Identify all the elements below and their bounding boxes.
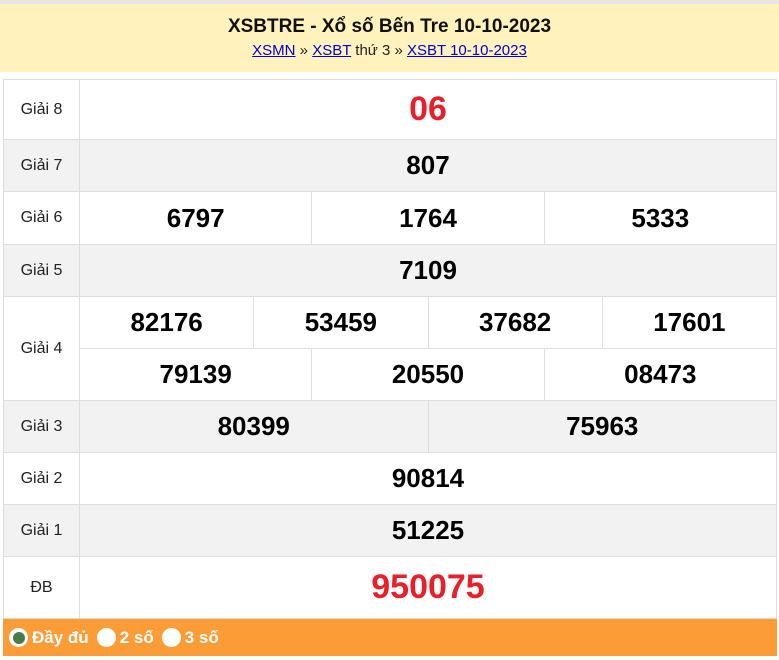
filter-option-label: Đầy đủ bbox=[32, 627, 89, 647]
breadcrumb-sep: » bbox=[295, 42, 313, 59]
prize-number: 5333 bbox=[543, 192, 776, 244]
radio-icon[interactable] bbox=[9, 628, 28, 647]
header: XSBTRE - Xổ số Bến Tre 10-10-2023 XSMN »… bbox=[0, 4, 779, 72]
filter-option-label: 3 số bbox=[184, 627, 219, 647]
prize-number: 75963 bbox=[427, 401, 777, 452]
prize-row: Giải 7 807 bbox=[4, 140, 776, 192]
prize-number: 17601 bbox=[601, 297, 776, 348]
prize-label: Giải 7 bbox=[4, 140, 80, 191]
prize-number: 90814 bbox=[391, 463, 465, 493]
prize-number: 6797 bbox=[166, 202, 225, 233]
prize-label: Giải 1 bbox=[4, 505, 80, 556]
prize-number: 80399 bbox=[217, 411, 290, 441]
prize-label: Giải 8 bbox=[4, 80, 80, 139]
breadcrumb: XSMN » XSBT thứ 3 » XSBT 10-10-2023 bbox=[0, 42, 779, 59]
breadcrumb-date-link[interactable]: XSBT 10-10-2023 bbox=[407, 42, 527, 59]
prize-row: Giải 4 82176 53459 37682 17601 79139 20550 0847… bbox=[4, 297, 776, 401]
prize-row: Giải 1 51225 bbox=[4, 505, 776, 557]
prize-row: Giải 5 7109 bbox=[4, 245, 776, 297]
prize-row: Giải 2 90814 bbox=[4, 453, 776, 505]
top-band bbox=[0, 0, 779, 4]
breadcrumb-text: thứ 3 » bbox=[351, 42, 408, 59]
prize-label: Giải 6 bbox=[4, 192, 80, 244]
prize-number: 82176 bbox=[130, 307, 203, 337]
filter-option-label: 2 số bbox=[119, 627, 154, 647]
prize-label: Giải 3 bbox=[4, 401, 80, 452]
breadcrumb-xsmn-link[interactable]: XSMN bbox=[252, 42, 296, 59]
filter-option[interactable]: 3 số bbox=[161, 627, 219, 648]
prize-number: 51225 bbox=[391, 515, 465, 545]
prize-number: 06 bbox=[409, 90, 447, 128]
radio-icon[interactable] bbox=[96, 628, 116, 647]
prize-number: 807 bbox=[406, 150, 450, 180]
breadcrumb-xsbt-link[interactable]: XSBT bbox=[312, 42, 352, 59]
prize-number: 950075 bbox=[371, 568, 485, 606]
prize-number: 7109 bbox=[399, 255, 457, 285]
prize-number: 1764 bbox=[311, 192, 543, 244]
prize-label: Giải 2 bbox=[4, 453, 80, 504]
results-table: Giải 8 06 Giải 7 807 Giải 6 6797 1764 5333 Giải … bbox=[3, 79, 777, 619]
prize-row: ĐB 950075 bbox=[4, 557, 776, 619]
prize-number: 79139 bbox=[159, 359, 232, 389]
page-title: XSBTRE - Xổ số Bến Tre 10-10-2023 bbox=[227, 16, 552, 37]
filter-option[interactable]: 2 số bbox=[96, 627, 154, 648]
prize-label: Giải 5 bbox=[4, 245, 80, 296]
prize-row: Giải 6 6797 1764 5333 bbox=[4, 192, 776, 245]
prize-row: Giải 8 06 bbox=[4, 80, 776, 140]
prize-label: ĐB bbox=[4, 557, 80, 618]
radio-icon[interactable] bbox=[161, 628, 181, 647]
prize-number: 37682 bbox=[427, 297, 602, 348]
prize-number: 08473 bbox=[543, 349, 776, 400]
filter-option[interactable]: Đầy đủ bbox=[9, 628, 89, 648]
prize-number: 53459 bbox=[253, 297, 427, 348]
prize-row: Giải 3 80399 75963 bbox=[4, 401, 776, 453]
prize-label: Giải 4 bbox=[4, 297, 80, 400]
prize-number: 20550 bbox=[311, 349, 543, 400]
digit-filter-bar: Đầy đủ 2 số 3 số bbox=[3, 619, 777, 656]
